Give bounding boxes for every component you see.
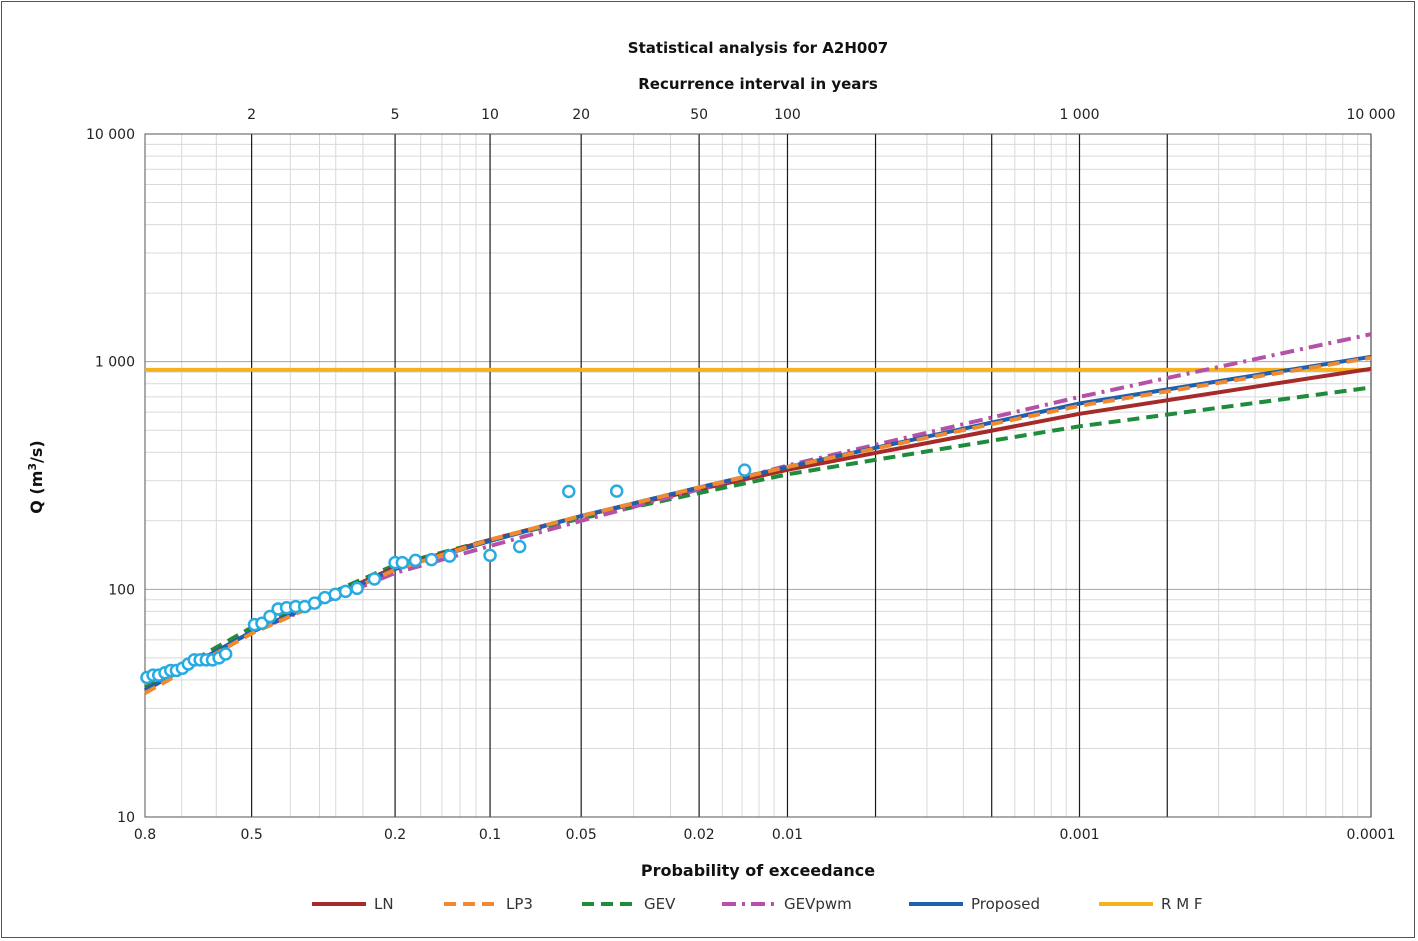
x-tick-label: 0.0001 [1347,827,1396,843]
x-tick-label: 0.01 [772,827,803,843]
y-axis-title-main: Q (m [27,471,46,514]
x-tick-label: 0.001 [1059,827,1099,843]
top-tick-label: 100 [774,107,801,123]
x-axis-title: Probability of exceedance [641,861,875,880]
series-line-gevpwm [144,332,1372,693]
legend-label-lp3: LP3 [506,895,533,913]
y-tick-label: 10 [117,810,135,826]
observed-point [442,549,457,563]
plot-area-border [144,133,1372,818]
y-axis-title: Q (m3/s) [26,440,46,514]
x-tick-label: 0.1 [479,827,501,843]
y-tick-label: 100 [108,582,135,598]
series-line-lp3 [144,355,1372,695]
x-tick-label: 0.2 [384,827,406,843]
observed-point [609,484,624,498]
chart-title: Statistical analysis for A2H007 [628,39,888,57]
y-tick-label: 10 000 [86,127,135,143]
observed-point [737,463,752,477]
legend-label-gev: GEV [644,895,676,913]
x-tick-label: 0.8 [134,827,156,843]
y-tick-label: 1 000 [95,355,135,371]
observed-point [512,539,527,554]
top-tick-label: 10 000 [1347,107,1396,123]
legend-label-proposed: Proposed [971,895,1040,913]
legend-label-gevpwm: GEVpwm [784,895,852,913]
observed-point [424,552,439,567]
top-tick-label: 50 [690,107,708,123]
top-tick-label: 20 [572,107,590,123]
x-tick-label: 0.5 [240,827,262,843]
y-axis-title-sup: 3 [26,463,39,471]
observed-point [263,609,277,624]
top-tick-label: 10 [481,107,499,123]
legend: LN LP3 GEV GEVpwm Proposed R M F [312,895,1203,913]
top-tick-label: 5 [391,107,400,123]
series-line-gev [144,385,1372,690]
series-line-ln [144,366,1372,693]
observed-point [395,555,410,570]
observed-point [367,572,382,586]
observed-point [350,581,364,596]
y-axis-title-tail: /s) [27,440,46,463]
observed-point [338,584,353,599]
observed-point [218,647,233,661]
top-tick-label: 1 000 [1059,107,1099,123]
legend-label-ln: LN [374,895,394,913]
legend-label-rmf: R M F [1161,895,1203,913]
observed-point [562,484,576,499]
top-axis-title: Recurrence interval in years [638,75,878,93]
x-tick-label: 0.02 [684,827,715,843]
observed-point [307,596,322,610]
observed-point [483,548,497,563]
top-tick-label: 2 [247,107,256,123]
x-tick-label: 0.05 [566,827,597,843]
observed-point [408,553,423,568]
